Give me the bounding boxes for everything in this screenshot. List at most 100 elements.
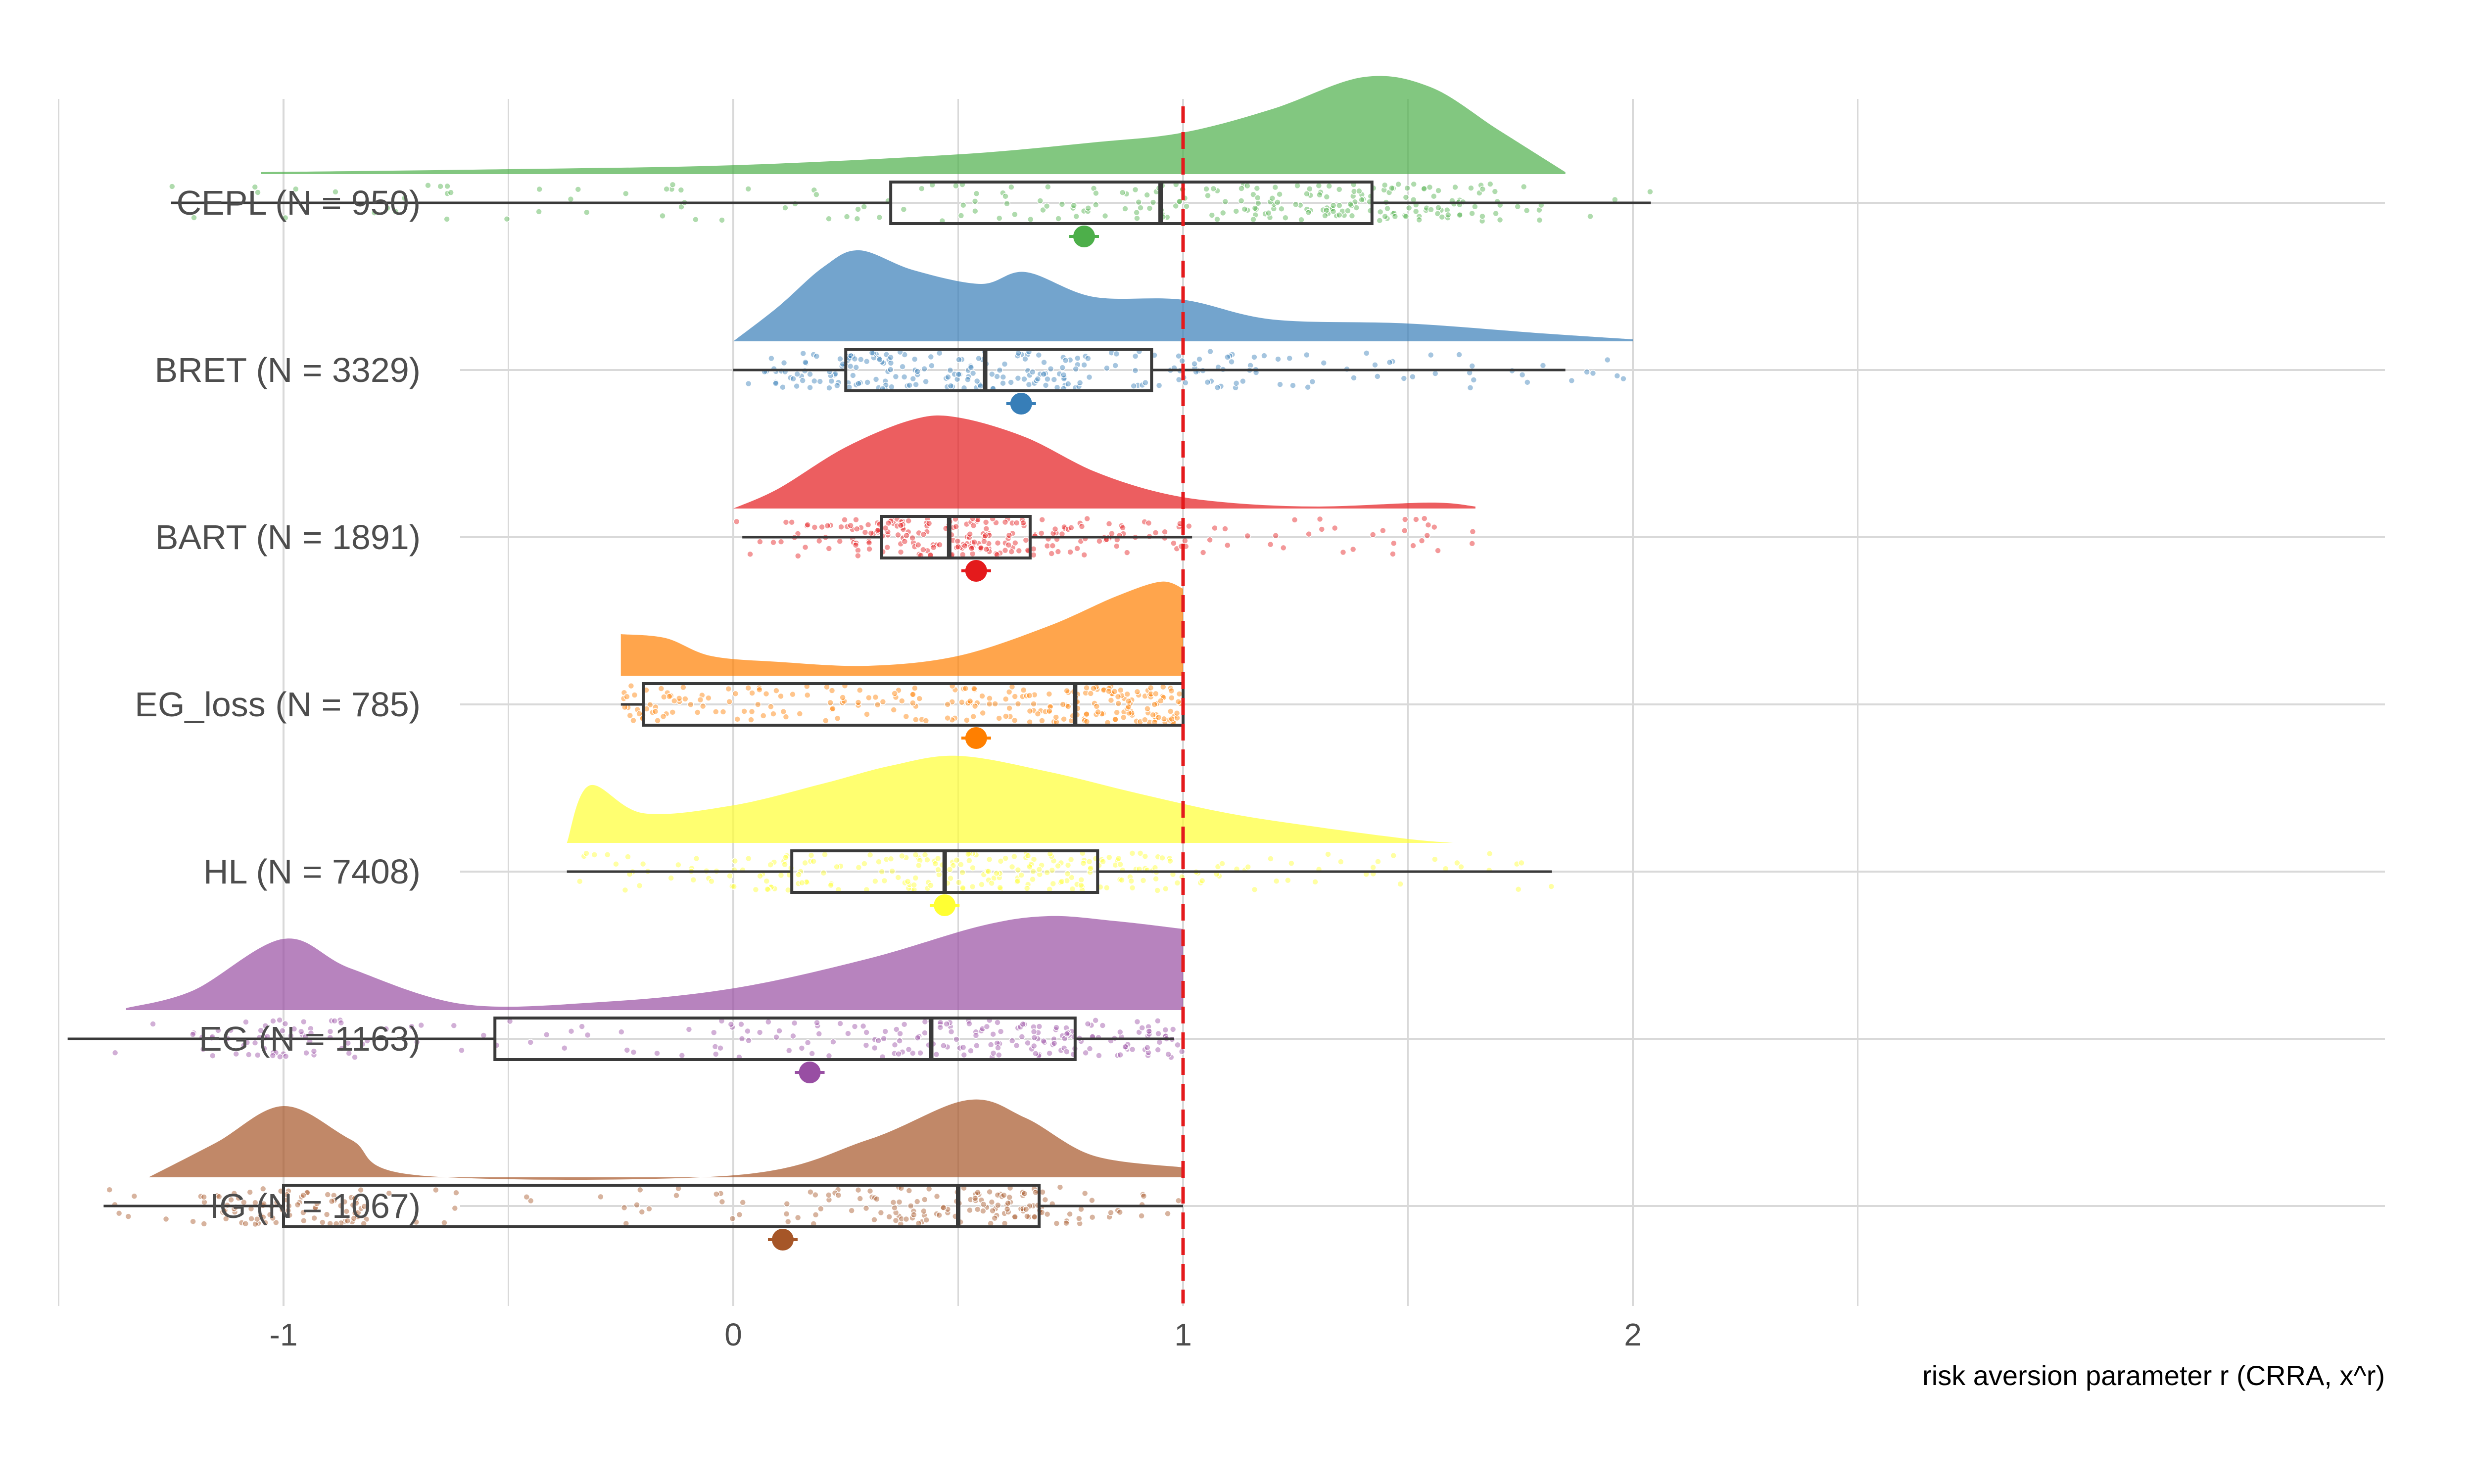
rain-point: [914, 368, 921, 375]
rain-point: [1026, 863, 1033, 871]
rain-point: [972, 1028, 979, 1035]
rain-point: [971, 702, 979, 710]
rain-point: [990, 1030, 997, 1038]
rain-point: [1587, 213, 1594, 220]
rain-point: [1080, 860, 1087, 867]
mean-point: [934, 894, 956, 916]
rain-point: [1008, 184, 1015, 190]
rain-point: [233, 1050, 239, 1058]
rain-point: [1164, 1210, 1171, 1217]
rain-point: [854, 215, 861, 222]
rain-point: [1219, 860, 1226, 867]
rain-point: [1103, 884, 1110, 891]
rain-point: [772, 380, 779, 387]
rain-point: [1120, 714, 1127, 721]
rain-point: [1384, 205, 1391, 212]
rain-point: [1001, 518, 1009, 526]
rain-point: [891, 1041, 899, 1048]
rain-point: [1015, 547, 1023, 555]
rain-point: [450, 1022, 458, 1029]
rain-point: [678, 1052, 686, 1059]
group-4: [567, 755, 1555, 916]
rain-point: [1288, 860, 1295, 867]
rain-point: [1060, 1045, 1068, 1052]
rain-point: [967, 1047, 974, 1055]
rain-point: [997, 1028, 1004, 1035]
rain-point: [341, 1198, 348, 1206]
rain-point: [622, 190, 629, 197]
rain-point: [1374, 373, 1381, 380]
rain-point: [694, 709, 701, 716]
rain-point: [837, 355, 844, 363]
rain-point: [838, 523, 845, 530]
rain-point: [576, 878, 583, 885]
rain-point: [719, 708, 727, 715]
rain-point: [862, 1205, 870, 1212]
rain-point: [1116, 1208, 1124, 1216]
rain-point: [1084, 515, 1091, 522]
rain-point: [971, 1195, 979, 1202]
rain-point: [932, 860, 939, 867]
rain-point: [1250, 216, 1257, 223]
rain-point: [1064, 380, 1072, 387]
rain-point: [887, 354, 894, 361]
rain-point: [729, 1215, 736, 1222]
rain-point: [1026, 692, 1033, 699]
rain-point: [1036, 871, 1043, 878]
rain-point: [1076, 379, 1084, 386]
rain-point: [1255, 200, 1262, 207]
rain-point: [820, 870, 827, 877]
rain-point: [669, 181, 676, 188]
rain-point: [1031, 1042, 1038, 1050]
rain-point: [954, 538, 961, 545]
rain-point: [1067, 549, 1074, 556]
rain-point: [852, 542, 859, 549]
rain-point: [1312, 879, 1319, 885]
density-cloud: [148, 1099, 1183, 1180]
rain-point: [1090, 685, 1097, 692]
rain-point: [911, 356, 918, 363]
rain-point: [1020, 687, 1027, 694]
rain-point: [904, 878, 911, 885]
rain-point: [282, 1053, 289, 1060]
rain-point: [425, 182, 431, 189]
rain-point: [959, 869, 966, 876]
rain-point: [561, 1044, 568, 1052]
rain-point: [578, 1023, 585, 1030]
rain-point: [1008, 548, 1015, 556]
rain-point: [972, 1032, 980, 1039]
rain-point: [200, 1194, 207, 1201]
rain-point: [1233, 380, 1240, 387]
rain-point: [959, 1044, 967, 1051]
rain-point: [331, 1018, 338, 1024]
rain-point: [1270, 201, 1278, 208]
rain-point: [1208, 212, 1216, 219]
y-category-label: EG_loss (N = 785): [135, 685, 421, 724]
rain-point: [1020, 519, 1027, 526]
rain-point: [1331, 524, 1338, 532]
rain-point: [1022, 1206, 1030, 1213]
rain-point: [1325, 851, 1332, 858]
rain-point: [828, 377, 835, 385]
rain-point: [781, 861, 788, 868]
rain-point: [220, 1207, 228, 1214]
rain-points: [620, 682, 1184, 726]
rain-point: [1160, 715, 1168, 722]
rain-point: [1000, 1192, 1007, 1199]
rain-point: [248, 1215, 255, 1222]
rain-point: [527, 1039, 534, 1046]
rain-point: [960, 202, 967, 209]
rain-point: [620, 695, 627, 702]
rain-point: [1604, 356, 1611, 364]
rain-point: [543, 1031, 550, 1038]
rain-point: [1251, 354, 1258, 361]
rain-point: [1129, 1046, 1136, 1053]
rain-point: [1323, 207, 1330, 214]
rain-point: [897, 549, 904, 556]
rain-point: [254, 189, 261, 196]
rain-point: [1083, 711, 1090, 718]
rain-point: [1025, 381, 1033, 388]
rain-point: [1099, 858, 1106, 865]
rain-point: [839, 694, 846, 701]
rain-point: [1162, 1026, 1169, 1033]
